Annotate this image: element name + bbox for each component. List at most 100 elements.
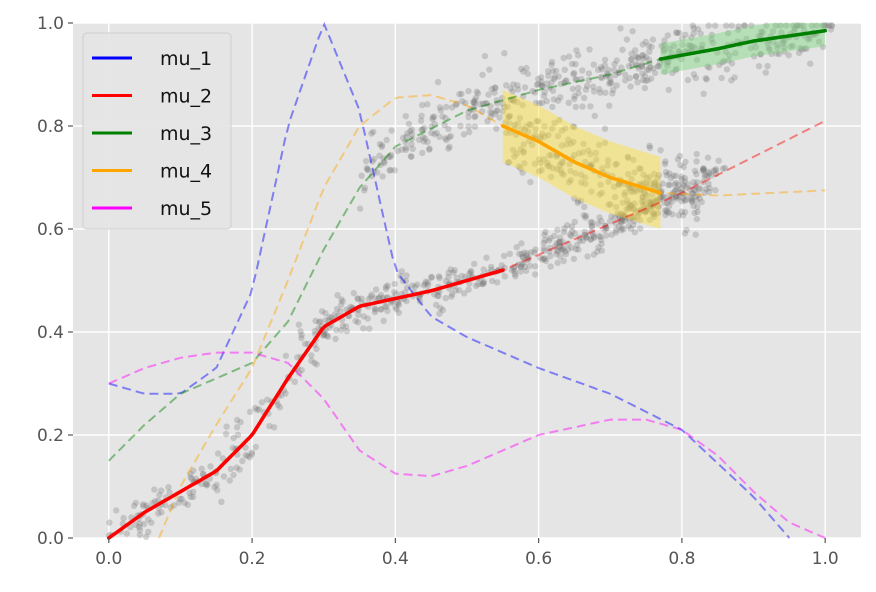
scatter-point	[582, 234, 590, 241]
scatter-point	[190, 488, 197, 496]
scatter-point	[487, 113, 494, 121]
scatter-point	[554, 259, 561, 266]
scatter-point	[321, 330, 328, 338]
scatter-point	[624, 197, 631, 204]
series-line-mu_1	[108, 21, 791, 539]
scatter-point	[641, 202, 648, 210]
scatter-point	[582, 214, 589, 221]
scatter-point	[691, 44, 699, 51]
scatter-point	[562, 125, 569, 132]
scatter-point	[635, 65, 642, 72]
scatter-point	[590, 61, 597, 68]
scatter-point	[560, 171, 567, 178]
scatter-point	[678, 208, 685, 215]
scatter-point	[546, 248, 553, 255]
scatter-point	[371, 305, 378, 312]
scatter-point	[596, 214, 603, 221]
scatter-point	[705, 180, 712, 187]
scatter-point	[376, 152, 383, 159]
scatter-point	[337, 327, 345, 334]
scatter-point	[535, 168, 543, 175]
scatter-point	[694, 203, 701, 211]
scatter-point	[184, 501, 191, 508]
scatter-point	[579, 103, 586, 110]
scatter-point	[547, 173, 555, 181]
scatter-point	[670, 172, 677, 179]
scatter-point	[508, 266, 516, 274]
scatter-point	[539, 256, 546, 263]
scatter-point	[521, 249, 528, 256]
scatter-point	[584, 253, 591, 260]
scatter-point	[604, 157, 612, 164]
scatter-point	[480, 280, 487, 287]
scatter-point	[634, 54, 641, 61]
series-fit-mu_2	[107, 268, 505, 540]
scatter-point	[614, 210, 621, 217]
x-tick-label: 0.6	[525, 549, 552, 569]
scatter-point	[476, 100, 484, 108]
scatter-point	[774, 44, 781, 51]
scatter-point	[506, 112, 514, 120]
scatter-point	[553, 248, 561, 255]
scatter-point	[560, 257, 567, 265]
scatter-point	[372, 306, 379, 313]
scatter-point	[595, 244, 602, 251]
scatter-point	[636, 207, 644, 214]
scatter-point	[719, 59, 726, 66]
confidence-band-mu_4	[502, 89, 661, 230]
scatter-point	[447, 132, 454, 140]
scatter-point	[408, 135, 416, 142]
scatter-point	[296, 369, 303, 376]
scatter-point	[622, 214, 629, 221]
scatter-point	[608, 80, 615, 87]
scatter-point	[403, 272, 410, 279]
scatter-point	[233, 416, 241, 424]
scatter-point	[494, 279, 501, 286]
scatter-point	[254, 406, 261, 414]
scatter-point	[598, 247, 605, 254]
scatter-point	[366, 325, 373, 332]
scatter-point	[106, 519, 113, 526]
scatter-point	[669, 189, 677, 197]
scatter-point	[531, 249, 538, 256]
scatter-point	[626, 184, 633, 191]
scatter-point	[815, 38, 823, 45]
scatter-point	[640, 197, 647, 205]
scatter-point	[618, 227, 625, 234]
scatter-point	[448, 104, 456, 111]
scatter-point	[653, 196, 661, 203]
scatter-point	[665, 209, 673, 216]
scatter-point	[657, 193, 664, 200]
scatter-point	[681, 230, 689, 237]
scatter-point	[602, 224, 610, 232]
scatter-point	[158, 509, 165, 516]
scatter-point	[680, 163, 687, 171]
scatter-point	[628, 61, 636, 68]
scatter-point	[779, 40, 787, 47]
scatter-point	[176, 495, 184, 502]
scatter-point	[640, 179, 647, 186]
scatter-point	[506, 159, 513, 166]
scatter-point	[700, 90, 707, 98]
scatter-point	[136, 520, 144, 527]
scatter-point	[672, 67, 679, 74]
scatter-point	[551, 119, 558, 127]
scatter-point	[615, 223, 623, 230]
scatter-point	[270, 424, 278, 431]
scatter-point	[630, 156, 637, 164]
scatter-point	[598, 165, 606, 172]
scatter-point	[570, 69, 578, 77]
scatter-point	[588, 223, 596, 230]
scatter-point	[545, 237, 553, 244]
scatter-point	[487, 102, 494, 110]
scatter-point	[533, 118, 540, 125]
scatter-point	[518, 125, 525, 132]
scatter-point	[625, 154, 632, 161]
scatter-point	[574, 199, 582, 207]
scatter-point	[654, 175, 661, 182]
scatter-point	[136, 526, 144, 533]
scatter-point	[523, 250, 531, 257]
scatter-point	[764, 39, 771, 47]
scatter-point	[693, 158, 700, 165]
